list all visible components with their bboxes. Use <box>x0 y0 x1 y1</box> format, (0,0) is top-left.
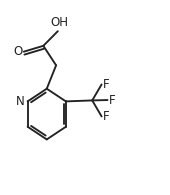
Text: F: F <box>103 78 110 91</box>
Text: F: F <box>103 110 110 123</box>
Text: O: O <box>13 45 22 58</box>
Text: N: N <box>16 95 25 108</box>
Text: F: F <box>109 94 116 106</box>
Text: OH: OH <box>50 16 69 29</box>
